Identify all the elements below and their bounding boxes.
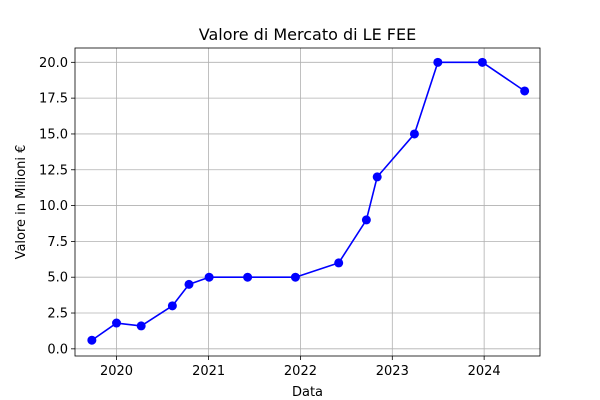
data-point [477, 57, 487, 67]
data-point [334, 258, 344, 268]
y-tick-label: 0.0 [47, 342, 68, 357]
x-tick-label: 2023 [376, 364, 409, 379]
y-tick-label: 5.0 [47, 271, 68, 286]
data-point [361, 215, 371, 225]
data-point [520, 86, 530, 96]
data-point [243, 272, 253, 282]
y-tick-label: 2.5 [47, 307, 68, 322]
y-axis-label: Valore in Milioni € [14, 145, 29, 260]
y-tick-label: 15.0 [39, 127, 68, 142]
y-tick-label: 12.5 [39, 163, 68, 178]
x-tick-label: 2020 [100, 364, 133, 379]
y-tick-label: 10.0 [39, 199, 68, 214]
data-point [87, 335, 97, 345]
data-point [184, 279, 194, 289]
data-point [409, 129, 419, 139]
data-point [290, 272, 300, 282]
data-point [433, 57, 443, 67]
chart-title: Valore di Mercato di LE FEE [199, 25, 416, 44]
data-point [204, 272, 214, 282]
y-tick-label: 20.0 [39, 56, 68, 71]
series-layer [87, 57, 530, 345]
grid [75, 48, 540, 356]
x-tick-label: 2021 [192, 364, 225, 379]
y-tick-label: 7.5 [47, 235, 68, 250]
data-point [372, 172, 382, 182]
series-line [91, 61, 526, 341]
x-tick-label: 2024 [468, 364, 501, 379]
plot-frame [74, 47, 541, 357]
axis-ticks: 2020 2021 2022 2023 2024 0.0 2.5 5.0 7.5 10.0 12.5… [39, 56, 501, 379]
data-point [112, 318, 122, 328]
data-point [136, 321, 146, 331]
x-tick-label: 2022 [284, 364, 317, 379]
x-axis-label: Data [292, 385, 323, 400]
y-tick-label: 17.5 [39, 92, 68, 107]
data-point [167, 301, 177, 311]
